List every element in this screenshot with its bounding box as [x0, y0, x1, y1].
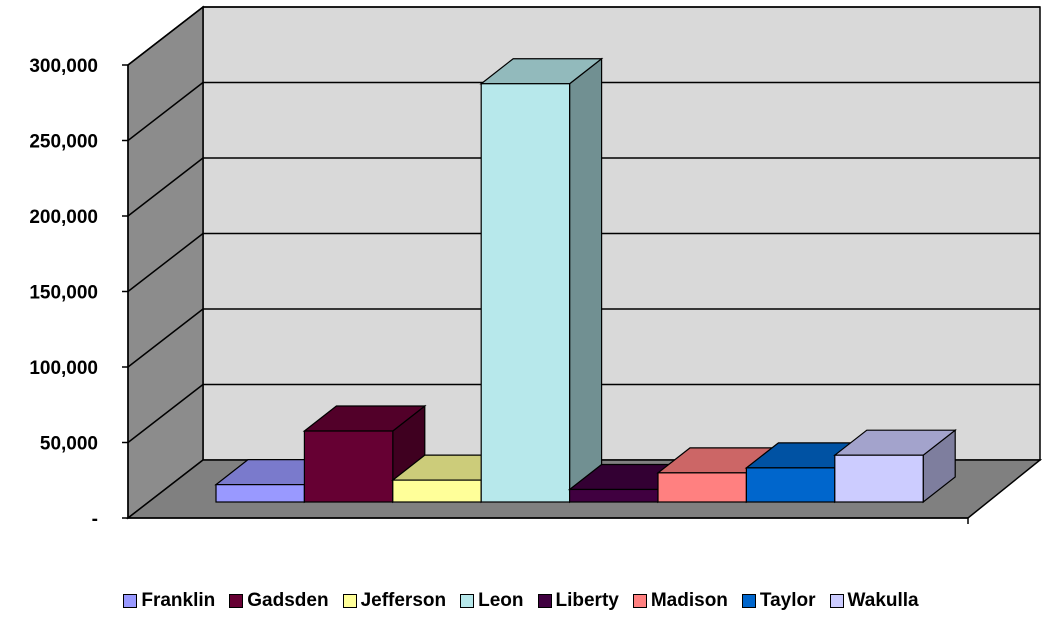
legend-swatch [537, 594, 552, 608]
legend-item-liberty: Liberty [537, 590, 619, 612]
legend-label: Madison [650, 590, 728, 611]
y-tick-label: 50,000 [40, 434, 98, 455]
legend-label: Franklin [141, 590, 216, 611]
gridline-side [127, 157, 204, 217]
legend-label: Wakulla [847, 590, 919, 611]
bar-jefferson [392, 479, 482, 503]
legend-swatch [741, 594, 756, 608]
gridline-side [127, 383, 204, 444]
y-tick-label: - [92, 509, 98, 530]
gridline-side [127, 308, 204, 368]
y-tick-label: 300,000 [29, 56, 98, 77]
bar-wakulla [834, 454, 924, 503]
legend-label: Liberty [555, 590, 619, 611]
legend-item-leon: Leon [460, 590, 524, 612]
chart-plot: - 50,000 100,000 150,000 200,000 250,000 300,0… [29, 5, 1042, 530]
legend-swatch [123, 594, 138, 608]
legend-item-wakulla: Wakulla [829, 590, 919, 612]
y-tick-label: 100,000 [29, 358, 98, 379]
legend-item-franklin: Franklin [123, 590, 215, 612]
bar-side-leon [568, 57, 603, 504]
y-tick-label: 250,000 [29, 132, 98, 153]
legend-label: Gadsden [247, 590, 329, 611]
bar-taylor [745, 467, 836, 503]
legend-swatch [829, 594, 844, 608]
gridline-side [127, 6, 204, 66]
legend-swatch [342, 594, 357, 608]
bar-madison [657, 472, 748, 503]
legend-label: Taylor [759, 590, 816, 611]
legend-label: Leon [478, 590, 524, 611]
gridline-side [127, 232, 204, 293]
y-tick-label: 200,000 [29, 207, 98, 228]
bar-leon [480, 83, 571, 503]
legend-swatch [229, 594, 244, 608]
bar-franklin [215, 484, 306, 503]
bar-liberty [568, 488, 659, 503]
legend: Franklin Gadsden Jefferson Leon Liberty Madis… [0, 586, 1042, 616]
legend-swatch [460, 594, 475, 608]
legend-item-madison: Madison [632, 590, 728, 612]
legend-swatch [632, 594, 647, 608]
legend-item-jefferson: Jefferson [342, 590, 447, 612]
y-tick-label: 150,000 [29, 283, 98, 304]
bar-gadsden [303, 430, 394, 503]
gridline-side [127, 81, 204, 142]
legend-item-gadsden: Gadsden [229, 590, 329, 612]
legend-label: Jefferson [360, 590, 447, 611]
legend-item-taylor: Taylor [741, 590, 816, 612]
